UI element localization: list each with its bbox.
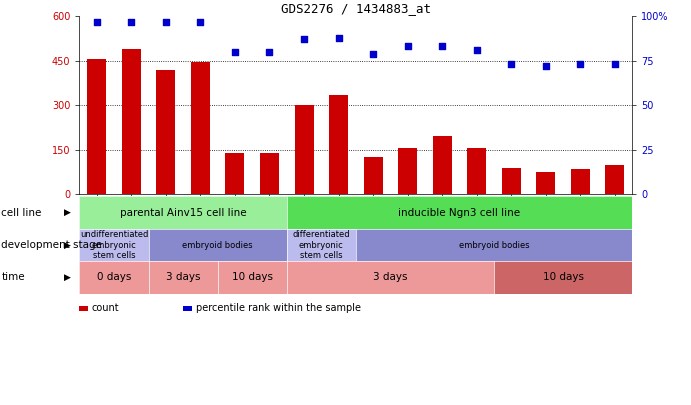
Text: undifferentiated
embryonic
stem cells: undifferentiated embryonic stem cells	[80, 230, 148, 260]
Text: differentiated
embryonic
stem cells: differentiated embryonic stem cells	[292, 230, 350, 260]
Point	[333, 34, 344, 41]
Point	[540, 63, 551, 69]
Bar	[467, 148, 486, 194]
Text: 10 days: 10 days	[542, 273, 584, 282]
Text: 3 days: 3 days	[373, 273, 408, 282]
Point	[126, 18, 137, 25]
Point	[264, 49, 275, 55]
Bar	[502, 168, 521, 194]
Text: embryoid bodies: embryoid bodies	[459, 241, 529, 249]
Text: 10 days: 10 days	[231, 273, 273, 282]
Bar	[225, 153, 245, 194]
Bar	[122, 49, 141, 194]
Point	[229, 49, 240, 55]
Text: 3 days: 3 days	[166, 273, 200, 282]
Text: development stage: development stage	[1, 240, 102, 250]
Text: ▶: ▶	[64, 208, 71, 217]
Point	[437, 43, 448, 50]
Bar	[294, 105, 314, 194]
Point	[195, 18, 206, 25]
Bar	[433, 136, 452, 194]
Bar	[87, 59, 106, 194]
Text: 0 days: 0 days	[97, 273, 131, 282]
Bar	[260, 153, 279, 194]
Text: percentile rank within the sample: percentile rank within the sample	[196, 303, 361, 313]
Text: count: count	[92, 303, 120, 313]
Text: embryoid bodies: embryoid bodies	[182, 241, 253, 249]
Text: ▶: ▶	[64, 241, 71, 249]
Bar	[191, 62, 210, 194]
Point	[506, 61, 517, 68]
Bar	[536, 172, 556, 194]
Bar	[398, 148, 417, 194]
Text: time: time	[1, 273, 25, 282]
Point	[91, 18, 102, 25]
Title: GDS2276 / 1434883_at: GDS2276 / 1434883_at	[281, 2, 431, 15]
Bar	[605, 165, 625, 194]
Point	[368, 50, 379, 57]
Bar	[329, 95, 348, 194]
Point	[609, 61, 621, 68]
Bar	[363, 157, 383, 194]
Point	[160, 18, 171, 25]
Point	[299, 36, 310, 43]
Point	[575, 61, 586, 68]
Text: cell line: cell line	[1, 208, 41, 217]
Point	[402, 43, 413, 50]
Text: parental Ainv15 cell line: parental Ainv15 cell line	[120, 208, 247, 217]
Text: ▶: ▶	[64, 273, 71, 282]
Bar	[571, 169, 590, 194]
Bar	[156, 70, 176, 194]
Text: inducible Ngn3 cell line: inducible Ngn3 cell line	[399, 208, 520, 217]
Point	[471, 47, 482, 53]
